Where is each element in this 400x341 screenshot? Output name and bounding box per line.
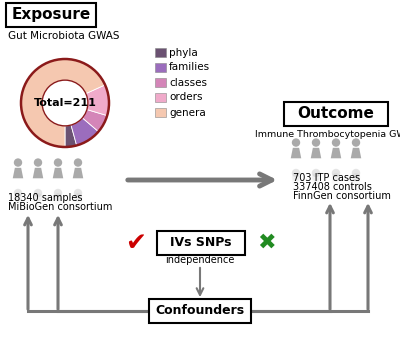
Wedge shape [21,59,105,147]
Text: Exposure: Exposure [11,8,91,23]
Text: ✔: ✔ [126,231,146,255]
Circle shape [54,158,62,167]
Circle shape [292,169,300,177]
FancyBboxPatch shape [6,3,96,27]
Circle shape [312,138,320,147]
Circle shape [292,138,300,147]
Text: Total=211: Total=211 [34,98,96,108]
Circle shape [54,193,62,202]
Circle shape [34,197,42,206]
Circle shape [74,158,82,167]
Text: phyla: phyla [169,47,198,58]
Wedge shape [71,118,98,145]
Polygon shape [33,168,43,178]
FancyBboxPatch shape [284,102,388,126]
Circle shape [352,177,360,186]
Circle shape [312,173,320,181]
Polygon shape [13,168,23,178]
Circle shape [42,80,88,126]
Text: Immune Thrombocytopenia GWAS: Immune Thrombocytopenia GWAS [255,130,400,139]
Text: genera: genera [169,107,206,118]
Polygon shape [331,148,341,158]
Circle shape [14,189,22,197]
Text: orders: orders [169,92,202,103]
Circle shape [34,158,42,167]
Polygon shape [53,168,63,178]
Circle shape [312,169,320,177]
FancyBboxPatch shape [157,231,245,255]
Bar [155,63,166,72]
Text: 18340 samples: 18340 samples [8,193,82,203]
Bar [155,108,166,117]
Circle shape [292,177,300,186]
Text: IVs SNPs: IVs SNPs [170,237,232,250]
Text: Gut Microbiota GWAS: Gut Microbiota GWAS [8,31,120,41]
Text: classes: classes [169,77,207,88]
Circle shape [352,138,360,147]
Text: families: families [169,62,210,73]
Text: 703 ITP cases: 703 ITP cases [293,173,360,183]
Wedge shape [65,125,77,147]
Circle shape [332,138,340,147]
Bar [155,48,166,57]
Polygon shape [73,168,83,178]
Text: FinnGen consortium: FinnGen consortium [293,191,391,201]
Wedge shape [82,109,107,132]
Text: 337408 controls: 337408 controls [293,182,372,192]
Circle shape [34,189,42,197]
Circle shape [14,197,22,206]
Polygon shape [351,148,361,158]
Text: Confounders: Confounders [156,305,244,317]
Circle shape [14,158,22,167]
Polygon shape [311,148,321,158]
Polygon shape [291,148,301,158]
Circle shape [352,169,360,177]
Text: independence: independence [165,255,235,265]
Circle shape [74,189,82,197]
Circle shape [332,173,340,181]
Bar [155,78,166,87]
Circle shape [74,197,82,206]
Circle shape [14,193,22,202]
Circle shape [74,193,82,202]
Circle shape [292,173,300,181]
Text: ✖: ✖ [257,233,275,253]
Text: Outcome: Outcome [298,106,374,121]
FancyBboxPatch shape [149,299,251,323]
Circle shape [54,197,62,206]
Circle shape [352,173,360,181]
Bar [155,93,166,102]
Text: MiBioGen consortium: MiBioGen consortium [8,202,112,212]
Circle shape [54,189,62,197]
Circle shape [34,193,42,202]
Wedge shape [86,85,109,116]
Circle shape [332,169,340,177]
Circle shape [312,177,320,186]
Circle shape [332,177,340,186]
